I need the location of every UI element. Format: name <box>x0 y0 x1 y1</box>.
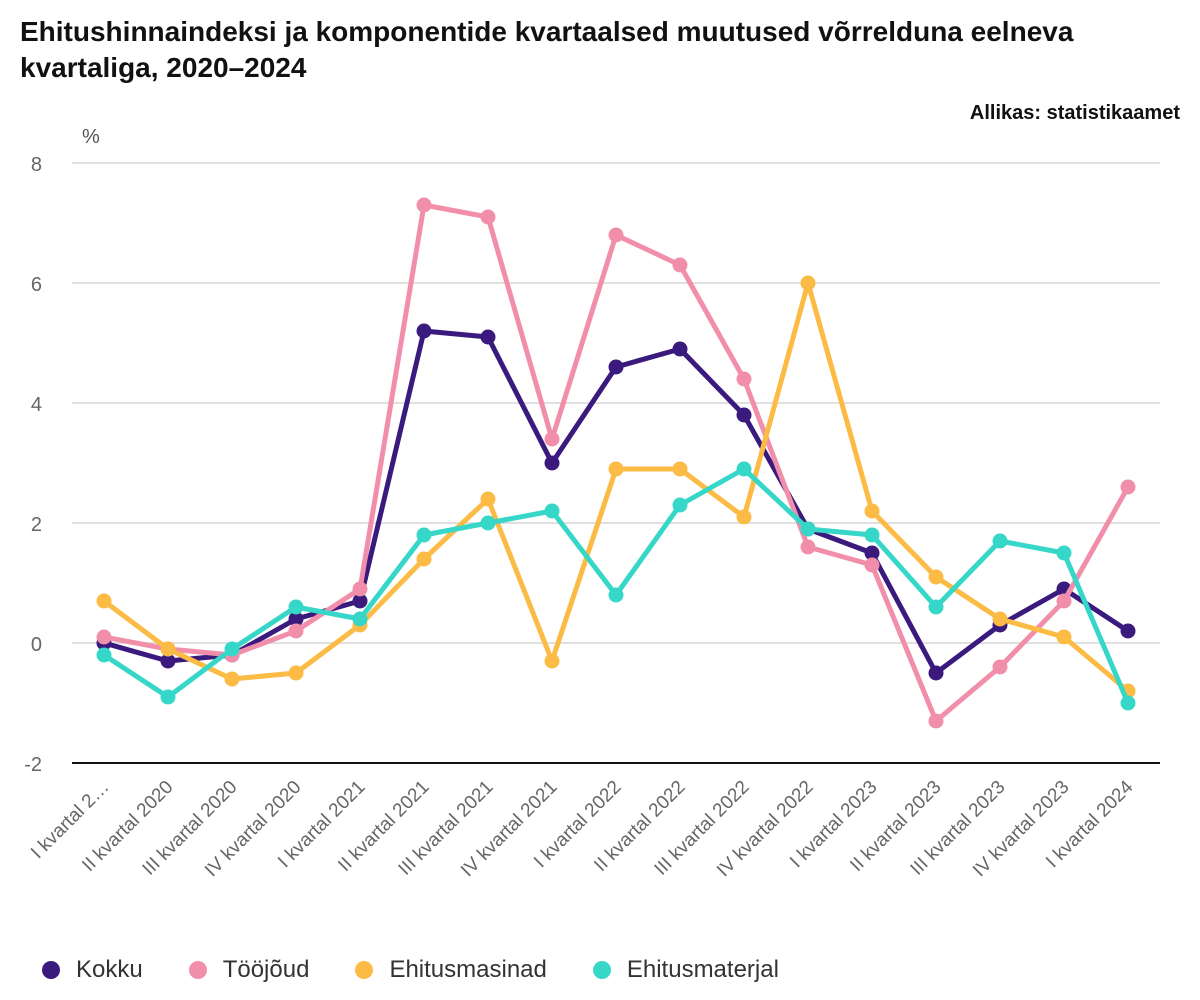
y-tick-label: 4 <box>31 394 42 416</box>
y-tick-label: 0 <box>31 634 42 656</box>
data-point <box>224 671 240 687</box>
data-point <box>288 623 304 639</box>
data-point <box>288 599 304 615</box>
legend: Kokku Tööjõud Ehitusmasinad Ehitusmaterjal <box>42 956 825 984</box>
data-point <box>608 461 624 477</box>
legend-label: Ehitusmasinad <box>389 956 547 983</box>
data-point <box>864 527 880 543</box>
data-point <box>544 503 560 519</box>
data-point <box>800 521 816 537</box>
data-point <box>480 491 496 507</box>
data-point <box>672 341 688 357</box>
data-point <box>544 431 560 447</box>
data-point <box>928 665 944 681</box>
data-point <box>480 515 496 531</box>
y-tick-label: -2 <box>24 754 42 776</box>
data-point <box>416 527 432 543</box>
data-point <box>992 533 1008 549</box>
data-point <box>224 641 240 657</box>
legend-label: Kokku <box>76 956 143 983</box>
data-point <box>96 647 112 663</box>
data-point <box>288 665 304 681</box>
data-point <box>608 227 624 243</box>
data-point <box>864 545 880 561</box>
series-3 <box>96 461 1136 711</box>
data-point <box>736 371 752 387</box>
y-axis-label: % <box>82 126 100 148</box>
data-point <box>1056 629 1072 645</box>
data-point <box>160 641 176 657</box>
data-point <box>480 209 496 225</box>
data-point <box>992 659 1008 675</box>
legend-item: Ehitusmaterjal <box>592 956 779 984</box>
data-point <box>1120 479 1136 495</box>
data-point <box>480 329 496 345</box>
data-point <box>96 629 112 645</box>
data-point <box>352 611 368 627</box>
data-point <box>416 197 432 213</box>
data-point <box>1120 695 1136 711</box>
legend-item: Kokku <box>42 956 143 984</box>
data-point <box>608 587 624 603</box>
legend-marker <box>188 961 207 979</box>
series-line <box>101 466 1131 706</box>
data-point <box>864 557 880 573</box>
data-point <box>544 653 560 669</box>
legend-label: Tööjõud <box>222 956 310 983</box>
data-point <box>864 503 880 519</box>
legend-marker <box>592 961 611 979</box>
data-point <box>672 461 688 477</box>
data-point <box>160 689 176 705</box>
series-group <box>96 197 1136 729</box>
data-point <box>544 455 560 471</box>
legend-item: Tööjõud <box>188 956 310 984</box>
data-point <box>800 539 816 555</box>
legend-marker <box>42 961 60 979</box>
y-tick-label: 6 <box>31 274 42 296</box>
data-point <box>1120 623 1136 639</box>
data-point <box>288 611 304 627</box>
data-point <box>416 551 432 567</box>
source-label: Allikas: statistikaamet <box>969 102 1180 124</box>
legend-item: Ehitusmasinad <box>355 956 547 984</box>
legend-label: Ehitusmaterjal <box>626 956 779 983</box>
data-point <box>352 581 368 597</box>
data-point <box>736 509 752 525</box>
data-point <box>736 461 752 477</box>
data-point <box>352 593 368 609</box>
series-line <box>101 328 1131 676</box>
data-point <box>800 275 816 291</box>
data-point <box>992 611 1008 627</box>
data-point <box>1056 545 1072 561</box>
data-point <box>96 593 112 609</box>
data-point <box>736 407 752 423</box>
chart-title: Ehitushinnaindeksi ja komponentide kvart… <box>20 16 1074 83</box>
y-tick-label: 2 <box>31 514 42 536</box>
data-point <box>672 257 688 273</box>
data-point <box>928 713 944 729</box>
y-tick-label: 8 <box>31 154 42 176</box>
data-point <box>160 653 176 669</box>
data-point <box>416 323 432 339</box>
data-point <box>672 497 688 513</box>
series-0 <box>96 323 1136 681</box>
data-point <box>1056 593 1072 609</box>
y-axis-ticks: 8 6 4 2 0 -2 <box>24 154 42 776</box>
data-point <box>608 359 624 375</box>
data-point <box>928 599 944 615</box>
legend-marker <box>355 961 374 979</box>
data-point <box>928 569 944 585</box>
